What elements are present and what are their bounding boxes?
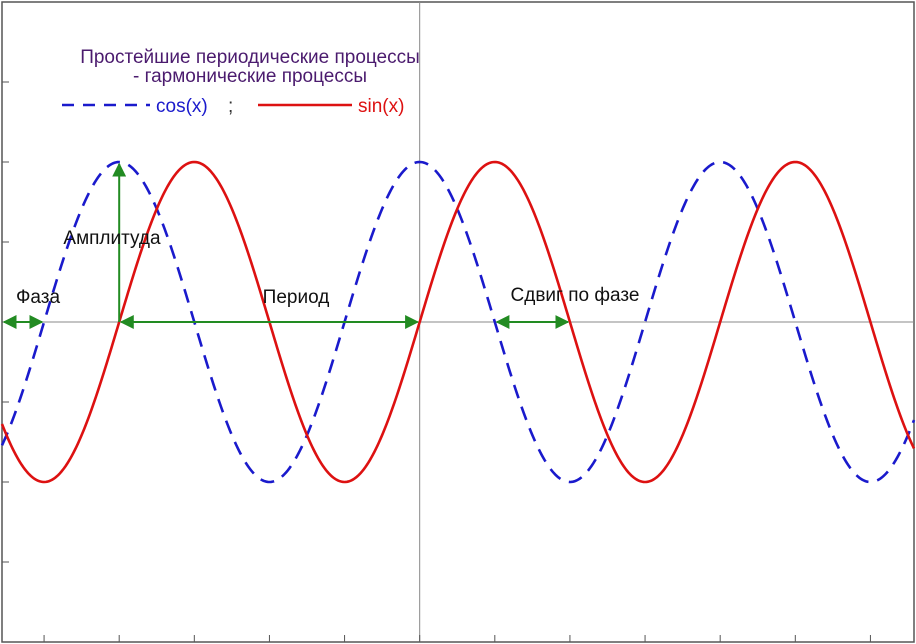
series-line-cos — [0, 160, 916, 484]
annotation-layer: Амплитуда Фаза Период Сдвиг по фазе — [2, 162, 640, 329]
annotation-label-3: Сдвиг по фазе — [511, 285, 640, 306]
legend: cos(x); sin(x) — [62, 96, 404, 117]
annotation-label-2: Период — [263, 287, 330, 308]
legend-label-1: sin(x) — [358, 96, 404, 117]
chart-title-line-2: - гармонические процессы — [133, 66, 367, 87]
legend-separator: ; — [228, 96, 233, 117]
legend-label-0: cos(x) — [156, 96, 208, 117]
series-layer — [0, 160, 916, 484]
series-line-sin — [0, 160, 916, 484]
annotation-label-0: Амплитуда — [63, 228, 161, 249]
chart-title-line-1: Простейшие периодические процессы — [80, 47, 420, 68]
annotation-label-1: Фаза — [16, 287, 61, 308]
